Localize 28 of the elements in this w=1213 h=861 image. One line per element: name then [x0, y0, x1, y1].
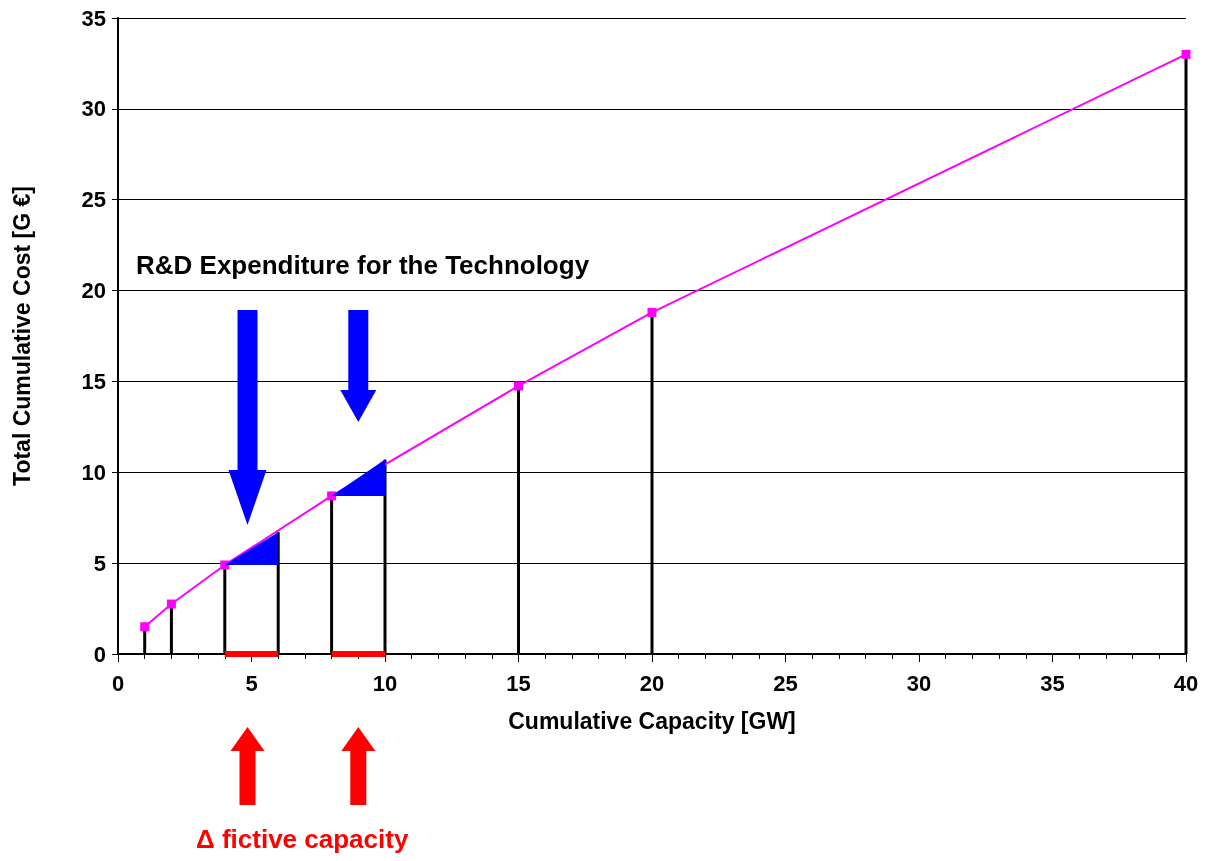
point: [220, 560, 230, 570]
x-tick-label: 15: [506, 670, 531, 696]
point: [514, 381, 523, 391]
y-tick-label: 35: [81, 5, 106, 31]
y-tick-label: 30: [81, 96, 106, 122]
y-tick-label: 20: [81, 278, 106, 304]
x-tick-label: 25: [773, 670, 798, 696]
point: [647, 307, 657, 317]
x-axis-title: Cumulative Capacity [GW]: [508, 707, 796, 734]
point: [1181, 49, 1191, 59]
x-tick-label: 10: [372, 670, 398, 696]
x-tick-label: 20: [639, 670, 665, 696]
text: Δ fictive capacity: [196, 824, 409, 854]
x-tick-label: 40: [1173, 670, 1199, 696]
annotation: R&D Expenditure for the Technology: [136, 250, 590, 280]
y-tick-label: 10: [81, 459, 106, 485]
x-tick-label: 0: [111, 670, 125, 696]
point: [166, 599, 176, 609]
point: [327, 491, 337, 501]
y-axis-title: Total Cumulative Cost [G €]: [8, 186, 35, 486]
y-tick-label: 15: [81, 368, 106, 394]
y-tick-label: 25: [81, 187, 106, 213]
x-tick-label: 5: [245, 670, 258, 696]
x-tick-label: 35: [1040, 670, 1065, 696]
point: [140, 622, 150, 632]
x-tick-label: 30: [906, 670, 932, 696]
y-tick-label: 0: [93, 641, 106, 667]
y-tick-label: 5: [93, 550, 106, 576]
